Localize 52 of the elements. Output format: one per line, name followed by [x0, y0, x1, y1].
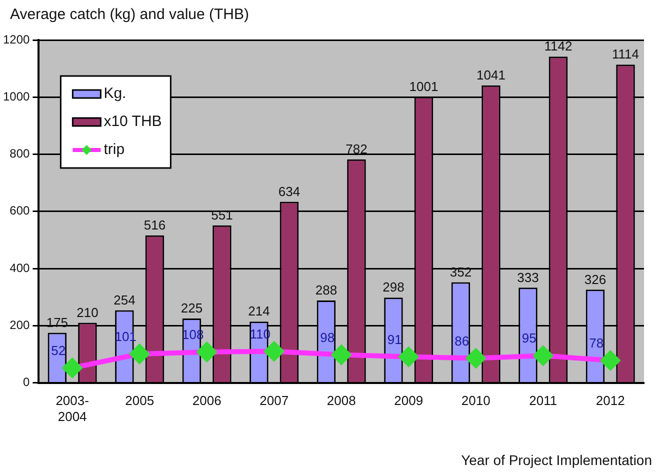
x-tick-label: 2006 — [192, 393, 222, 408]
point — [130, 344, 150, 364]
x-tick-label: 2012 — [596, 393, 625, 408]
data-label: 78 — [589, 336, 604, 351]
y-tick-label: 1200 — [2, 32, 30, 46]
x-tick-label: 2009 — [394, 393, 424, 408]
y-tick-label: 400 — [10, 260, 30, 275]
x-axis-title: Year of Project Implementation — [461, 452, 652, 468]
legend-label: x10 THB — [104, 113, 162, 130]
x-tick-label: 2005 — [125, 393, 154, 408]
x-tick-label: 2007 — [260, 393, 289, 408]
data-label: 516 — [144, 217, 166, 232]
data-label: 98 — [320, 330, 335, 345]
data-label: 551 — [211, 207, 233, 222]
data-label: 1041 — [476, 68, 506, 82]
data-label: 333 — [517, 270, 539, 285]
y-tick-label: 1000 — [2, 89, 30, 104]
legend-label: trip — [104, 141, 125, 158]
y-tick-label: 200 — [10, 318, 30, 332]
legend-label: Kg. — [104, 85, 126, 102]
data-label: 1142 — [544, 38, 572, 54]
point — [264, 342, 284, 361]
y-tick-label: 0 — [23, 375, 30, 390]
data-label: 86 — [454, 333, 470, 348]
point — [466, 348, 486, 368]
data-label: 634 — [278, 184, 300, 199]
data-label: 91 — [387, 332, 402, 347]
data-label: 95 — [522, 330, 536, 346]
chart-title: Average catch (kg) and value (THB) — [10, 6, 249, 23]
point — [534, 346, 553, 366]
point — [399, 347, 418, 366]
point — [332, 345, 351, 364]
x-tick-label: 2008 — [326, 393, 356, 408]
point — [197, 342, 216, 362]
data-label: 254 — [114, 292, 136, 308]
point — [62, 358, 82, 378]
y-tick-label: 600 — [10, 204, 30, 218]
data-label: 1114 — [612, 46, 640, 62]
data-label: 210 — [76, 304, 98, 320]
data-label: 214 — [248, 304, 270, 319]
data-label: 288 — [315, 282, 338, 298]
y-tick-label: 800 — [10, 146, 30, 161]
x-tick-label: 2003-2004 — [56, 393, 89, 424]
x-tick-label: 2010 — [461, 393, 490, 408]
data-label: 225 — [180, 300, 203, 316]
data-label: 326 — [584, 272, 606, 287]
data-label: 1001 — [409, 78, 438, 94]
data-label: 298 — [382, 280, 404, 295]
point — [600, 351, 620, 370]
data-label: 782 — [346, 141, 368, 156]
x-tick-label: 2011 — [529, 393, 558, 408]
data-label: 52 — [51, 343, 66, 358]
